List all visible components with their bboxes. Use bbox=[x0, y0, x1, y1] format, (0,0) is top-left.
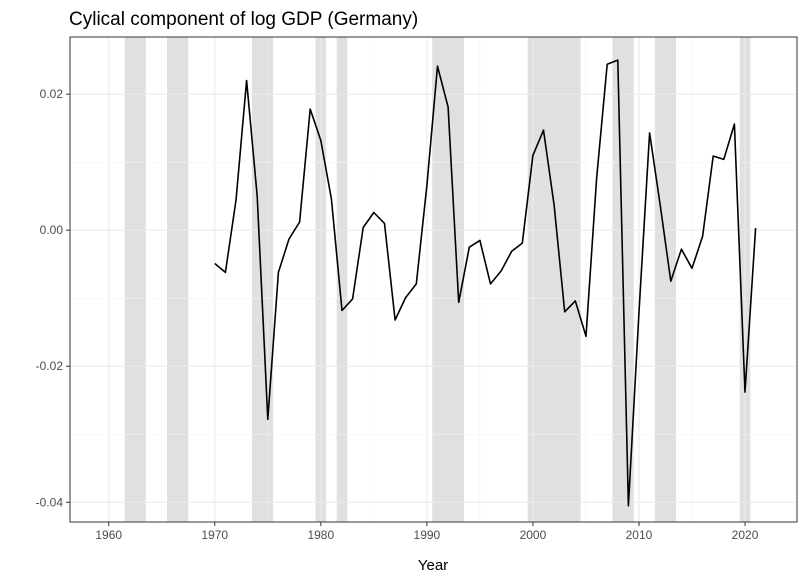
y-tick-label: 0.02 bbox=[40, 87, 64, 101]
x-tick-label: 1980 bbox=[307, 528, 334, 542]
recession-band bbox=[527, 37, 581, 522]
x-tick-label: 2000 bbox=[520, 528, 547, 542]
chart-title: Cylical component of log GDP (Germany) bbox=[69, 9, 418, 30]
x-axis-label: Year bbox=[418, 557, 448, 574]
x-tick-label: 1990 bbox=[414, 528, 441, 542]
recession-band bbox=[124, 37, 146, 522]
series-line bbox=[214, 59, 757, 507]
y-axis: 0.02 0.00 -0.02 -0.04 bbox=[36, 87, 70, 509]
recession-band bbox=[654, 37, 677, 522]
x-tick-label: 2020 bbox=[732, 528, 759, 542]
recession-band bbox=[167, 37, 189, 522]
plot-panel-border bbox=[69, 36, 798, 523]
y-tick-label: 0.00 bbox=[40, 223, 64, 237]
x-tick-label: 2010 bbox=[626, 528, 653, 542]
recession-band bbox=[251, 37, 274, 522]
x-tick-label: 1960 bbox=[95, 528, 122, 542]
y-tick-label: -0.02 bbox=[36, 359, 64, 373]
y-tick-label: -0.04 bbox=[36, 495, 64, 509]
x-axis: 1960 1970 1980 1990 2000 2010 2020 bbox=[95, 522, 759, 542]
recession-shading bbox=[124, 37, 751, 522]
x-tick-label: 1970 bbox=[201, 528, 228, 542]
recession-band bbox=[336, 37, 348, 522]
grid bbox=[70, 37, 797, 522]
